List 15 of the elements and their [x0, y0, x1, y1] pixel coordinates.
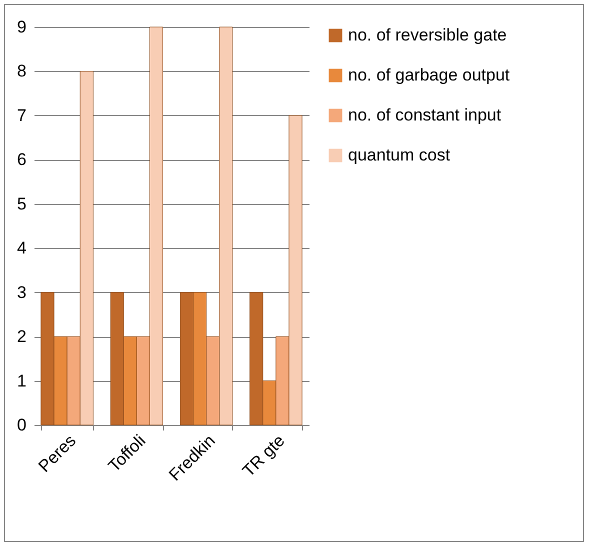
y-tick-label: 1: [17, 371, 26, 390]
y-tick-label: 7: [17, 106, 26, 125]
y-tick-label: 5: [17, 194, 26, 214]
y-tick-label: 6: [17, 150, 26, 170]
y-tick-label: 9: [17, 18, 26, 36]
y-tick-label: 8: [17, 62, 26, 81]
legend-label: no. of reversible gate: [348, 26, 507, 44]
legend-label: no. of garbage output: [348, 66, 510, 84]
y-tick-label: 4: [17, 238, 26, 258]
legend-label: quantum cost: [348, 146, 450, 164]
legend-label: no. of constant input: [348, 106, 502, 124]
x-tick-label: TR gte: [238, 431, 288, 481]
y-tick-label: 3: [17, 282, 26, 302]
y-tick-label: 2: [17, 327, 26, 346]
y-tick-label: 0: [17, 416, 26, 434]
